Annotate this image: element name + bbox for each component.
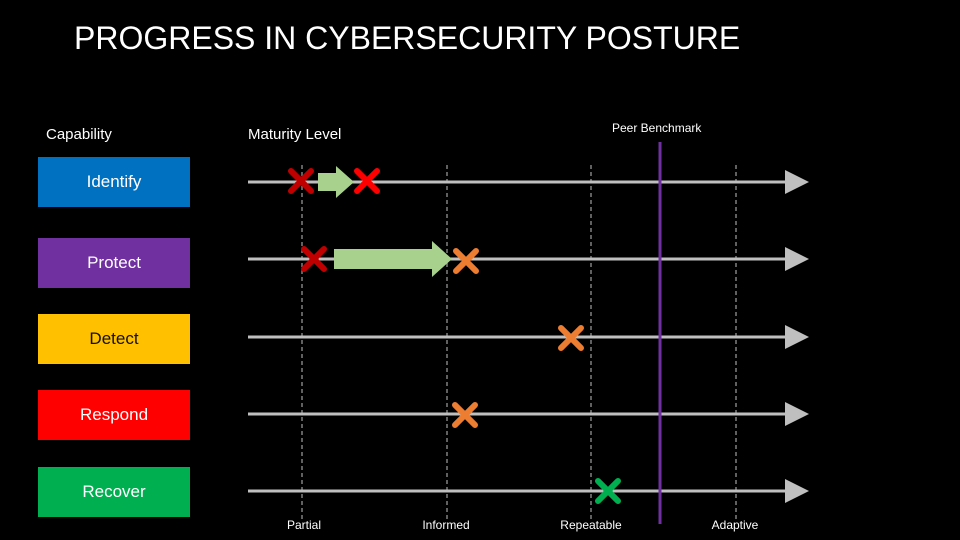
x-marker-identify-current — [354, 168, 380, 194]
capability-header: Capability — [46, 126, 112, 143]
capability-detect: Detect — [38, 314, 190, 364]
x-marker-protect-current — [453, 248, 479, 274]
progress-arrow-protect — [334, 241, 452, 277]
level-label-repeatable: Repeatable — [560, 518, 622, 532]
x-marker-protect-previous — [301, 246, 327, 272]
capability-identify: Identify — [38, 157, 190, 207]
level-label-adaptive: Adaptive — [711, 518, 759, 532]
capability-protect-label: Protect — [87, 253, 141, 272]
capability-detect-label: Detect — [89, 329, 139, 348]
page-title: PROGRESS IN CYBERSECURITY POSTURE — [74, 20, 741, 56]
level-label-partial: Partial — [286, 518, 322, 532]
progress-arrow-identify — [318, 166, 354, 198]
x-marker-detect — [558, 325, 584, 351]
x-marker-recover — [595, 478, 621, 504]
capability-respond-label: Respond — [79, 405, 149, 424]
maturity-level-header: Maturity Level — [248, 126, 342, 143]
capability-recover-label: Recover — [82, 482, 146, 501]
capability-identify-label: Identify — [86, 172, 142, 191]
capability-protect: Protect — [38, 238, 190, 288]
level-label-informed: Informed — [422, 518, 470, 532]
peer-benchmark-label: Peer Benchmark — [612, 121, 702, 135]
capability-respond: Respond — [38, 390, 190, 440]
x-marker-respond — [452, 402, 478, 428]
capability-recover: Recover — [38, 467, 190, 517]
x-marker-identify-previous — [288, 168, 314, 194]
